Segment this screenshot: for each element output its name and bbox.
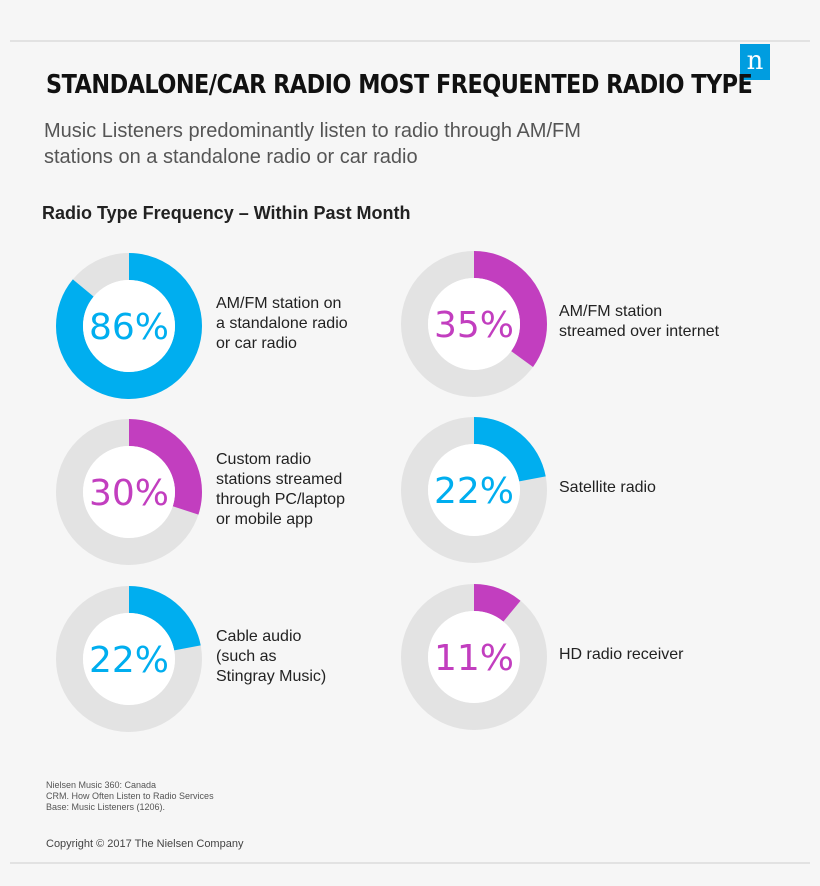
donut-segment — [401, 251, 547, 397]
donut-category-label: Cable audio (such as Stingray Music) — [216, 627, 326, 687]
label-line: AM/FM station on — [216, 295, 342, 312]
donut-percent-label: 86% — [89, 307, 169, 348]
donut-percent-label: 35% — [434, 305, 514, 346]
note-line-3: Base: Music Listeners (1206). — [46, 802, 166, 812]
donut-segment — [56, 419, 202, 565]
nielsen-logo: n — [740, 44, 770, 80]
donut-1: 86% — [56, 253, 202, 399]
donut-4: 22% — [401, 417, 547, 563]
label-line: or mobile app — [216, 511, 313, 528]
label-line: (such as — [216, 648, 277, 665]
donut-percent-label: 30% — [89, 473, 169, 514]
copyright: Copyright © 2017 The Nielsen Company — [46, 838, 244, 850]
label-line: Cable audio — [216, 628, 302, 645]
donut-hole — [428, 611, 520, 703]
donut-hole — [428, 444, 520, 536]
donut-2: 35% — [401, 251, 547, 397]
donut-segment — [56, 253, 202, 399]
donut-segment — [56, 586, 202, 732]
source-notes: Nielsen Music 360: Canada CRM. How Often… — [46, 780, 214, 813]
donut-segment — [401, 584, 547, 730]
donut-5: 22% — [56, 586, 202, 732]
label-line: Satellite radio — [559, 479, 656, 496]
label-line: Stingray Music) — [216, 668, 327, 685]
chart-title: Radio Type Frequency – Within Past Month — [42, 203, 411, 223]
donut-6: 11% — [401, 584, 547, 730]
page-subtitle: Music Listeners predominantly listen to … — [44, 118, 724, 170]
donut-segment — [401, 417, 547, 563]
label-line: HD radio receiver — [559, 646, 684, 663]
label-line: stations streamed — [216, 471, 343, 488]
note-line-2: CRM. How Often Listen to Radio Services — [46, 791, 214, 801]
label-line: Custom radio — [216, 451, 312, 468]
note-line-1: Nielsen Music 360: Canada — [46, 780, 157, 790]
label-line: or car radio — [216, 335, 297, 352]
label-line: a standalone radio — [216, 315, 348, 332]
top-divider — [10, 40, 810, 42]
label-line: streamed over internet — [559, 323, 720, 340]
donut-hole — [83, 613, 175, 705]
subtitle-line-2: stations on a standalone radio or car ra… — [44, 146, 418, 168]
donut-category-label: Custom radio stations streamed through PC/… — [216, 450, 345, 530]
donut-category-label: HD radio receiver — [559, 645, 683, 665]
subtitle-line-1: Music Listeners predominantly listen to … — [44, 120, 581, 142]
donut-category-label: Satellite radio — [559, 478, 656, 498]
page-title: STANDALONE/CAR RADIO MOST FREQUENTED RAD… — [46, 70, 753, 100]
donut-hole — [83, 280, 175, 372]
bottom-divider — [10, 862, 810, 864]
label-line: through PC/laptop — [216, 491, 345, 508]
donut-hole — [83, 446, 175, 538]
donut-hole — [428, 278, 520, 370]
donut-percent-label: 11% — [434, 638, 514, 679]
label-line: AM/FM station — [559, 303, 663, 320]
donut-category-label: AM/FM station streamed over internet — [559, 302, 719, 342]
donut-percent-label: 22% — [89, 640, 169, 681]
donut-3: 30% — [56, 419, 202, 565]
donut-category-label: AM/FM station on a standalone radio or car… — [216, 294, 348, 354]
donut-percent-label: 22% — [434, 471, 514, 512]
